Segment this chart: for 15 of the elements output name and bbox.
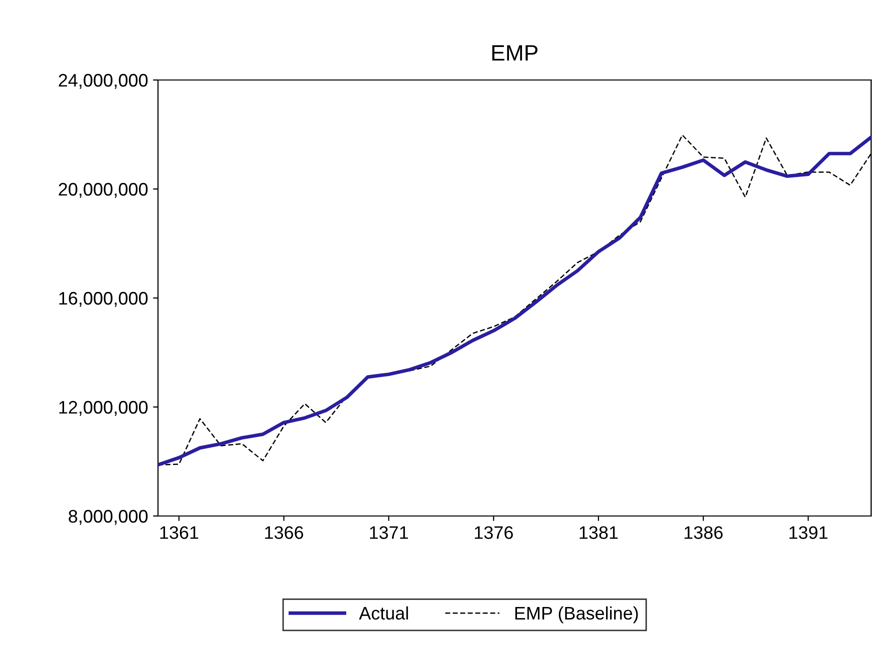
y-tick-label: 16,000,000 [59, 292, 148, 307]
x-tick-label: 1366 [265, 526, 304, 539]
y-tick-label: 8,000,000 [68, 510, 148, 525]
legend-label: Actual [358, 606, 408, 620]
x-tick-label: 1381 [580, 526, 618, 539]
y-tick-label: 20,000,000 [58, 182, 148, 198]
x-tick-label: 1376 [474, 526, 513, 539]
x-tick-label: 1391 [790, 526, 828, 539]
chart-title: EMP [492, 45, 538, 61]
x-tick-label: 1386 [684, 526, 723, 539]
y-tick-label: 12,000,000 [59, 400, 148, 416]
y-tick-label: 24,000,000 [58, 74, 148, 89]
x-tick-label: 1361 [160, 526, 198, 539]
legend-label: EMP (Baseline) [515, 606, 638, 624]
x-tick-label: 1371 [370, 526, 408, 539]
